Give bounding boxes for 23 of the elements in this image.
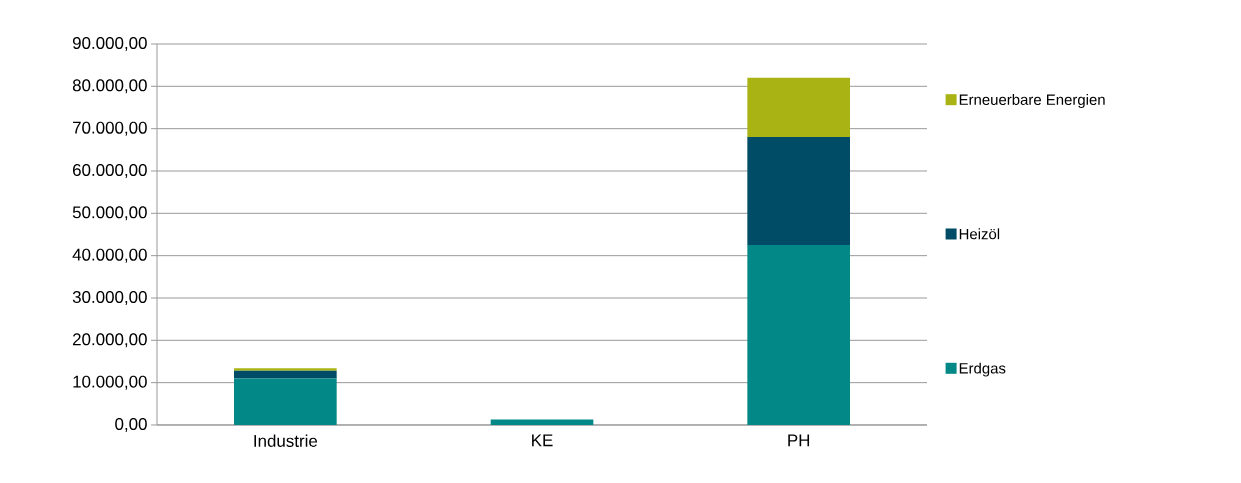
bar <box>234 370 337 379</box>
x-tick-label: KE <box>532 434 553 447</box>
bar <box>747 137 851 246</box>
bar <box>747 77 851 138</box>
x-tick-label: PH <box>788 434 810 447</box>
bar <box>234 368 337 371</box>
bar <box>747 245 851 425</box>
y-tick-label: 10.000,00 <box>73 375 147 390</box>
bar <box>234 378 337 425</box>
legend-label: Erneuerbare Energien <box>959 94 1105 108</box>
legend-label: Heizöl <box>959 228 1000 240</box>
y-tick-label: 70.000,00 <box>73 121 147 136</box>
y-tick-label: 30.000,00 <box>72 290 147 305</box>
y-tick-label: 80.000,00 <box>72 79 147 94</box>
y-tick-label: 60.000,00 <box>73 163 147 178</box>
y-tick-label: 40.000,00 <box>72 248 147 263</box>
y-tick-label: 90.000,00 <box>72 36 147 51</box>
y-tick-label: 0,00 <box>115 417 147 432</box>
x-tick-label: Industrie <box>254 434 318 447</box>
legend-label: Erdgas <box>959 362 1006 377</box>
y-tick-label: 50.000,00 <box>72 206 147 221</box>
y-tick-label: 20.000,00 <box>73 333 147 348</box>
bar <box>490 419 594 425</box>
